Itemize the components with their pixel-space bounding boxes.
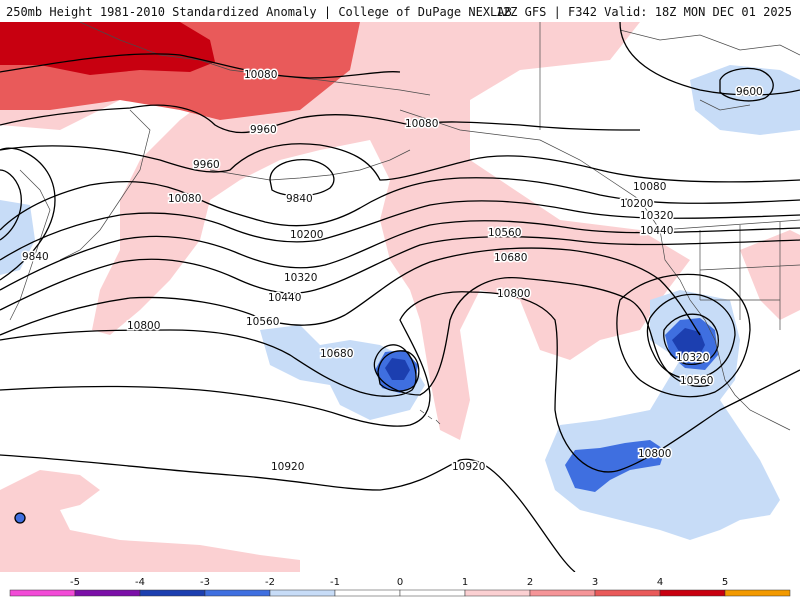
contour-label: 10200 [290, 229, 323, 241]
contour-line-baja-mid [646, 293, 736, 380]
contour-label: 10560 [680, 375, 713, 387]
anomaly-shading [0, 22, 800, 572]
anomaly-colorbar: -5 -4 -3 -2 -1 0 1 2 3 4 5 [0, 572, 800, 600]
colorbar-tick-label: 5 [722, 577, 728, 588]
contour-line [0, 104, 641, 134]
map-title: 250mb Height 1981-2010 Standardized Anom… [6, 5, 512, 19]
colorbar-segments [9, 589, 791, 597]
colorbar-segment [399, 589, 466, 597]
contour-label: 9600 [736, 86, 763, 98]
arctic-islands [619, 29, 800, 111]
contour-line [0, 200, 800, 261]
contour-line-west2 [0, 147, 56, 281]
contour-label: 9960 [250, 124, 277, 136]
north-america-west-coast [659, 229, 791, 431]
contour-label: 10320 [640, 210, 673, 222]
positive-anomaly-darkred [0, 22, 215, 75]
contour-label: 10080 [633, 181, 666, 193]
contour-label: 9840 [22, 251, 49, 263]
contour-label: 10200 [620, 198, 653, 210]
colorbar-segment [9, 589, 76, 597]
negative-anomaly-small-southwest [15, 513, 25, 523]
colorbar-tick-label: 1 [462, 577, 468, 588]
contour-label: 10800 [127, 320, 160, 332]
colorbar-tick-label: 0 [397, 577, 403, 588]
colorbar-segment [74, 589, 141, 597]
siberia-coast [79, 22, 431, 96]
contour-label: 10440 [640, 225, 673, 237]
contour-labels: 10080 9960 9960 9840 10080 10080 10200 1… [21, 68, 765, 475]
aleutian-islands [209, 149, 411, 181]
contour-line [0, 143, 800, 183]
kamchatka-coast [59, 109, 151, 261]
contour-label: 10080 [244, 69, 277, 81]
contour-line-low-center [377, 350, 420, 392]
contour-label: 10680 [320, 348, 353, 360]
contour-line [0, 177, 800, 231]
colorbar-segment [204, 589, 271, 597]
contour-label: 10920 [452, 461, 485, 473]
negative-anomaly-dark-baja [672, 328, 705, 358]
contour-label: 10440 [268, 292, 301, 304]
colorbar-segment [659, 589, 726, 597]
contour-line [0, 236, 800, 311]
negative-anomaly-mid-south [565, 440, 665, 492]
contour-line [0, 454, 576, 572]
negative-anomaly-light-west [0, 200, 35, 275]
colorbar-tick-label: -4 [135, 577, 145, 588]
colorbar-segment [269, 589, 336, 597]
contour-line-arctic-low [719, 67, 774, 102]
contour-line-9840-closed [269, 159, 335, 197]
contour-line [0, 276, 711, 397]
contour-line [0, 291, 800, 473]
contour-line-west [0, 169, 22, 241]
colorbar-segment [464, 589, 531, 597]
model-valid-time: 12Z GFS | F342 Valid: 18Z MON DEC 01 202… [495, 5, 792, 19]
contour-line-baja-outer [616, 273, 751, 398]
contour-label: 10680 [494, 252, 527, 264]
contour-line [0, 220, 800, 291]
contour-label: 9960 [193, 159, 220, 171]
coastlines [9, 22, 800, 431]
colorbar-tick-labels: -5 -4 -3 -2 -1 0 1 2 3 4 5 [70, 577, 728, 588]
contour-label: 10320 [284, 272, 317, 284]
contour-label: 10080 [168, 193, 201, 205]
contour-label: 10800 [497, 288, 530, 300]
contour-circle-small [14, 512, 26, 524]
contour-label: 10320 [676, 352, 709, 364]
colorbar-segment [334, 589, 401, 597]
colorbar-segment [724, 589, 791, 597]
contour-label: 10560 [246, 316, 279, 328]
colorbar-tick-label: 2 [527, 577, 533, 588]
height-contours [0, 22, 800, 572]
positive-anomaly-pink-southwest [0, 470, 300, 572]
positive-anomaly-pink-east [740, 230, 800, 320]
negative-anomaly-dark-center [385, 358, 410, 380]
colorbar-tick-label: -3 [200, 577, 210, 588]
colorbar-tick-label: -5 [70, 577, 80, 588]
us-state-borders [699, 222, 800, 330]
contour-line [0, 53, 401, 79]
contour-line-baja-inner [663, 313, 720, 366]
canada-border [539, 22, 800, 231]
colorbar-tick-label: -1 [330, 577, 340, 588]
hawaii-islands [419, 409, 441, 425]
contour-label: 10560 [488, 227, 521, 239]
contour-label: 10920 [271, 461, 304, 473]
map-header: 250mb Height 1981-2010 Standardized Anom… [0, 0, 800, 22]
alaska-coast [399, 109, 661, 231]
colorbar-tick-label: 3 [592, 577, 598, 588]
colorbar-segment [139, 589, 206, 597]
contour-line-arctic [619, 22, 800, 96]
contour-label: 10080 [405, 118, 438, 130]
anomaly-map: 10080 9960 9960 9840 10080 10080 10200 1… [0, 22, 800, 572]
colorbar-segment [529, 589, 596, 597]
colorbar-tick-label: -2 [265, 577, 275, 588]
contour-line [0, 247, 701, 336]
colorbar-tick-label: 4 [657, 577, 663, 588]
colorbar-segment [594, 589, 661, 597]
contour-label: 9840 [286, 193, 313, 205]
contour-label: 10800 [638, 448, 671, 460]
